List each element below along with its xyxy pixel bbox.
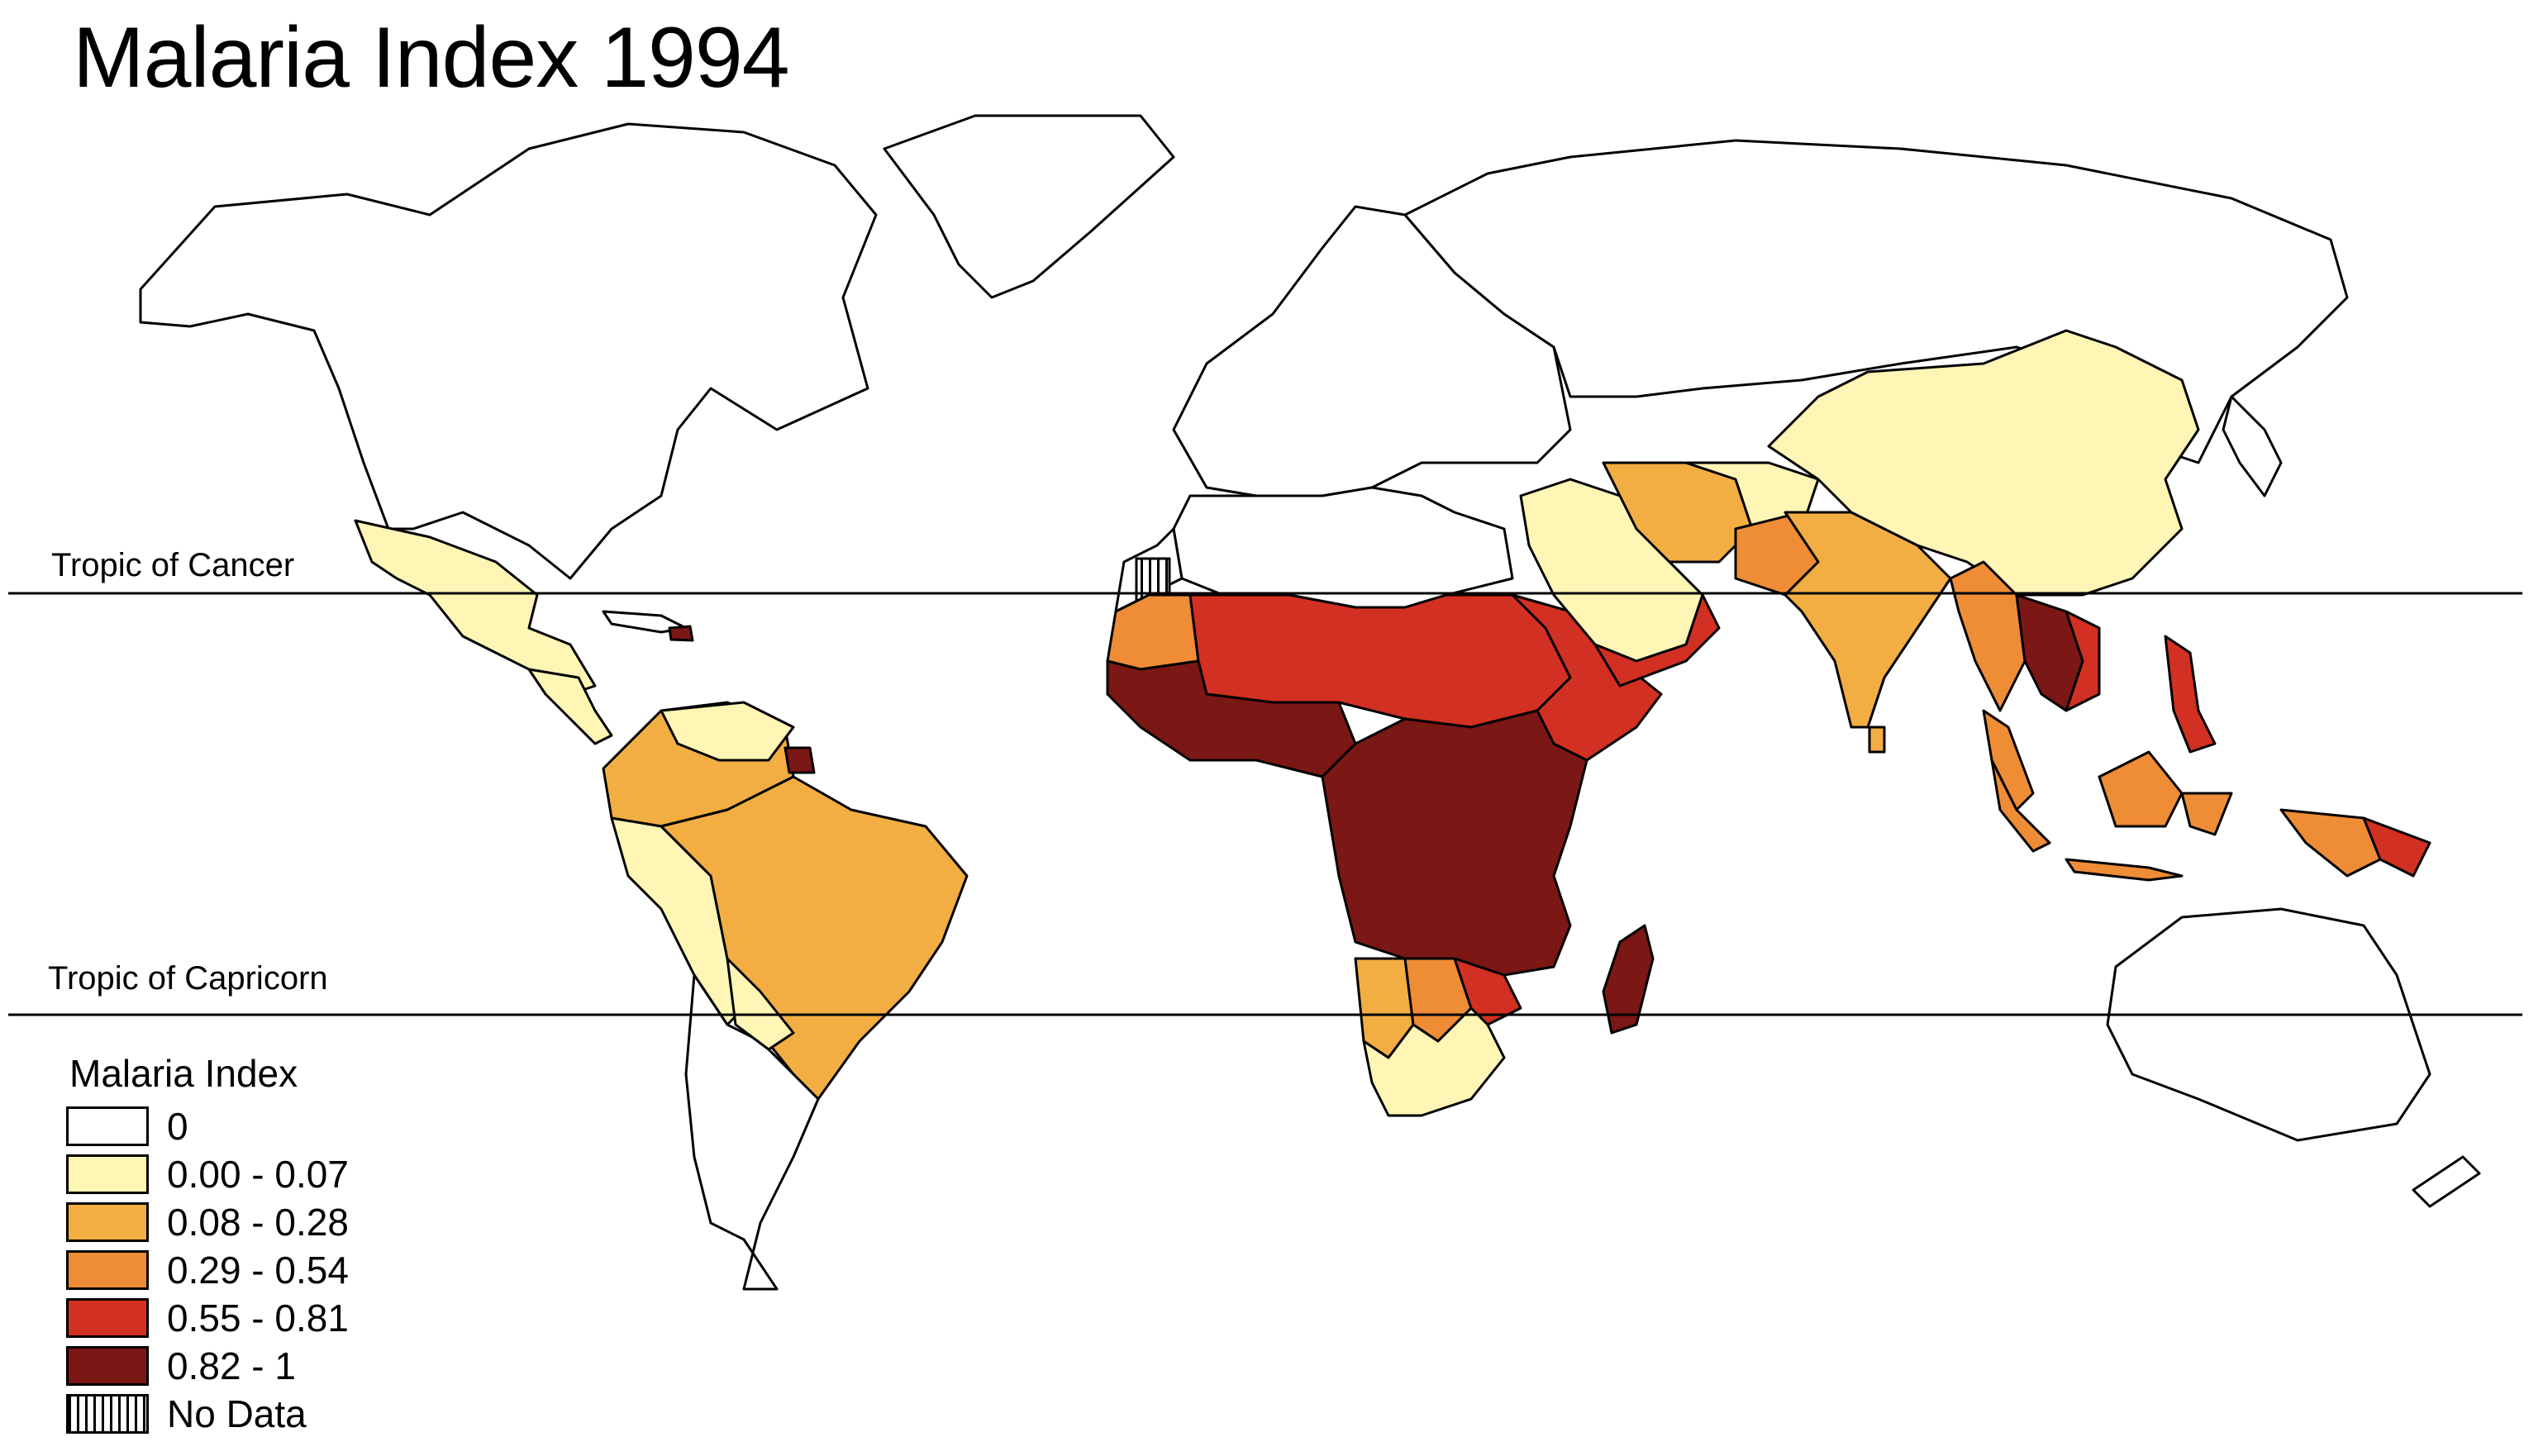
region-japan-korea [2222,395,2283,497]
legend-item: 0.82 - 1 [66,1342,349,1390]
legend-label: 0 [167,1105,188,1148]
legend-swatch [66,1250,149,1290]
region-myanmar-thailand [1949,560,2027,712]
legend-item: 0.00 - 0.07 [66,1150,349,1198]
region-north-africa [1172,486,1514,609]
region-new-guinea [2279,808,2382,878]
legend-item: 0.29 - 0.54 [66,1246,349,1294]
region-central-america [527,668,613,745]
legend-swatch-no-data [66,1394,149,1434]
legend-label: 0.82 - 1 [167,1344,296,1387]
legend-label: 0.00 - 0.07 [167,1153,349,1196]
legend-item: 0.08 - 0.28 [66,1198,349,1246]
region-haiti [668,625,694,642]
region-sri-lanka [1868,726,1886,754]
region-venezuela-north [660,701,795,762]
region-central-africa [1321,709,1588,977]
tropic-of-capricorn-label: Tropic of Capricorn [48,960,328,997]
legend-label: 0.55 - 0.81 [167,1297,349,1339]
region-china [1767,329,2200,597]
legend-item: 0 [66,1102,349,1150]
legend-label: 0.08 - 0.28 [167,1201,349,1244]
region-sulawesi [2180,792,2233,836]
legend-swatch [66,1154,149,1194]
legend-swatch [66,1346,149,1386]
region-sumatra [1990,759,2051,853]
region-papua [2362,816,2431,878]
region-malaysia [1982,709,2035,811]
region-australia [2106,907,2431,1142]
region-greenland [883,114,1175,299]
map-title: Malaria Index 1994 [73,10,790,106]
region-madagascar [1602,924,1655,1035]
legend-swatch [66,1202,149,1242]
region-suriname [783,746,816,774]
region-borneo [2098,750,2184,828]
region-philippines [2164,635,2217,754]
region-java [2065,858,2184,882]
region-new-zealand [2412,1155,2481,1208]
region-vietnam [2065,610,2101,712]
legend-item: 0.55 - 0.81 [66,1294,349,1342]
legend-item: No Data [66,1390,349,1438]
tropic-of-cancer-label: Tropic of Cancer [51,547,295,583]
legend-title: Malaria Index [69,1052,298,1095]
legend-swatch [66,1106,149,1146]
legend: Malaria Index 0 0.00 - 0.07 0.08 - 0.28 … [66,1054,349,1438]
legend-label: 0.29 - 0.54 [167,1249,349,1292]
region-north-america [139,122,878,580]
legend-label: No Data [167,1392,307,1435]
region-yemen-oman [1593,593,1721,688]
region-south-africa [1362,1006,1506,1117]
legend-swatch [66,1298,149,1338]
